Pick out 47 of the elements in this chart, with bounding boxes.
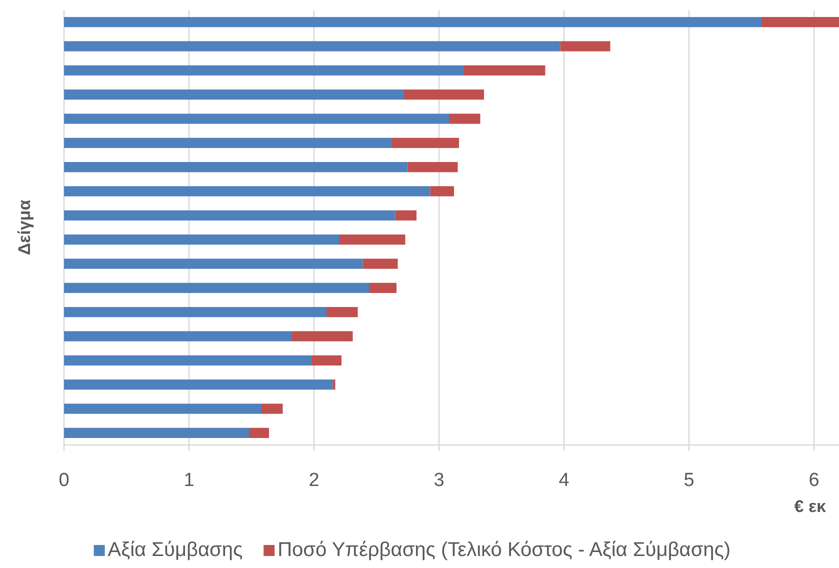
bar (64, 162, 408, 172)
bar (64, 258, 363, 269)
bar (64, 428, 249, 438)
bar (249, 428, 269, 438)
legend-label: Ποσό Υπέρβασης (Τελικό Κόστος - Αξία Σύμβασης) (278, 539, 731, 561)
bar (64, 138, 392, 148)
bar (560, 41, 610, 52)
x-tick-label: 5 (684, 470, 694, 491)
bar (64, 210, 396, 220)
bar (64, 17, 762, 28)
bar (395, 210, 416, 220)
legend-label: Αξία Σύμβασης (108, 539, 244, 561)
bar (64, 65, 464, 76)
bar (312, 355, 342, 366)
bar (64, 307, 326, 318)
bar (464, 65, 546, 76)
bar (64, 114, 449, 124)
bar (64, 355, 312, 366)
x-tick-label: 4 (558, 470, 570, 491)
x-tick-label: 6 (808, 470, 820, 491)
bar (430, 186, 454, 196)
bar (262, 404, 283, 414)
bar (64, 331, 292, 342)
x-tick-label: 3 (434, 470, 444, 491)
bar (762, 17, 839, 28)
x-axis-title: € εκ (794, 497, 827, 516)
bar (332, 380, 336, 390)
bar (449, 114, 480, 124)
bar (408, 162, 458, 172)
bar (64, 186, 430, 196)
bar (64, 404, 262, 414)
x-tick-label: 2 (308, 470, 320, 491)
y-axis-title: Δείγμα (15, 199, 34, 256)
bar (369, 282, 396, 293)
bar (64, 282, 369, 293)
bar (326, 307, 358, 318)
bar (392, 138, 459, 148)
x-tick-label: 0 (58, 470, 70, 491)
bar (64, 41, 560, 52)
x-tick-label: 1 (184, 470, 194, 491)
bar (339, 234, 406, 245)
bar (64, 380, 333, 390)
bar (64, 90, 404, 100)
bar (292, 331, 353, 342)
bar (404, 90, 484, 100)
bar (362, 258, 398, 269)
bar (64, 234, 339, 245)
